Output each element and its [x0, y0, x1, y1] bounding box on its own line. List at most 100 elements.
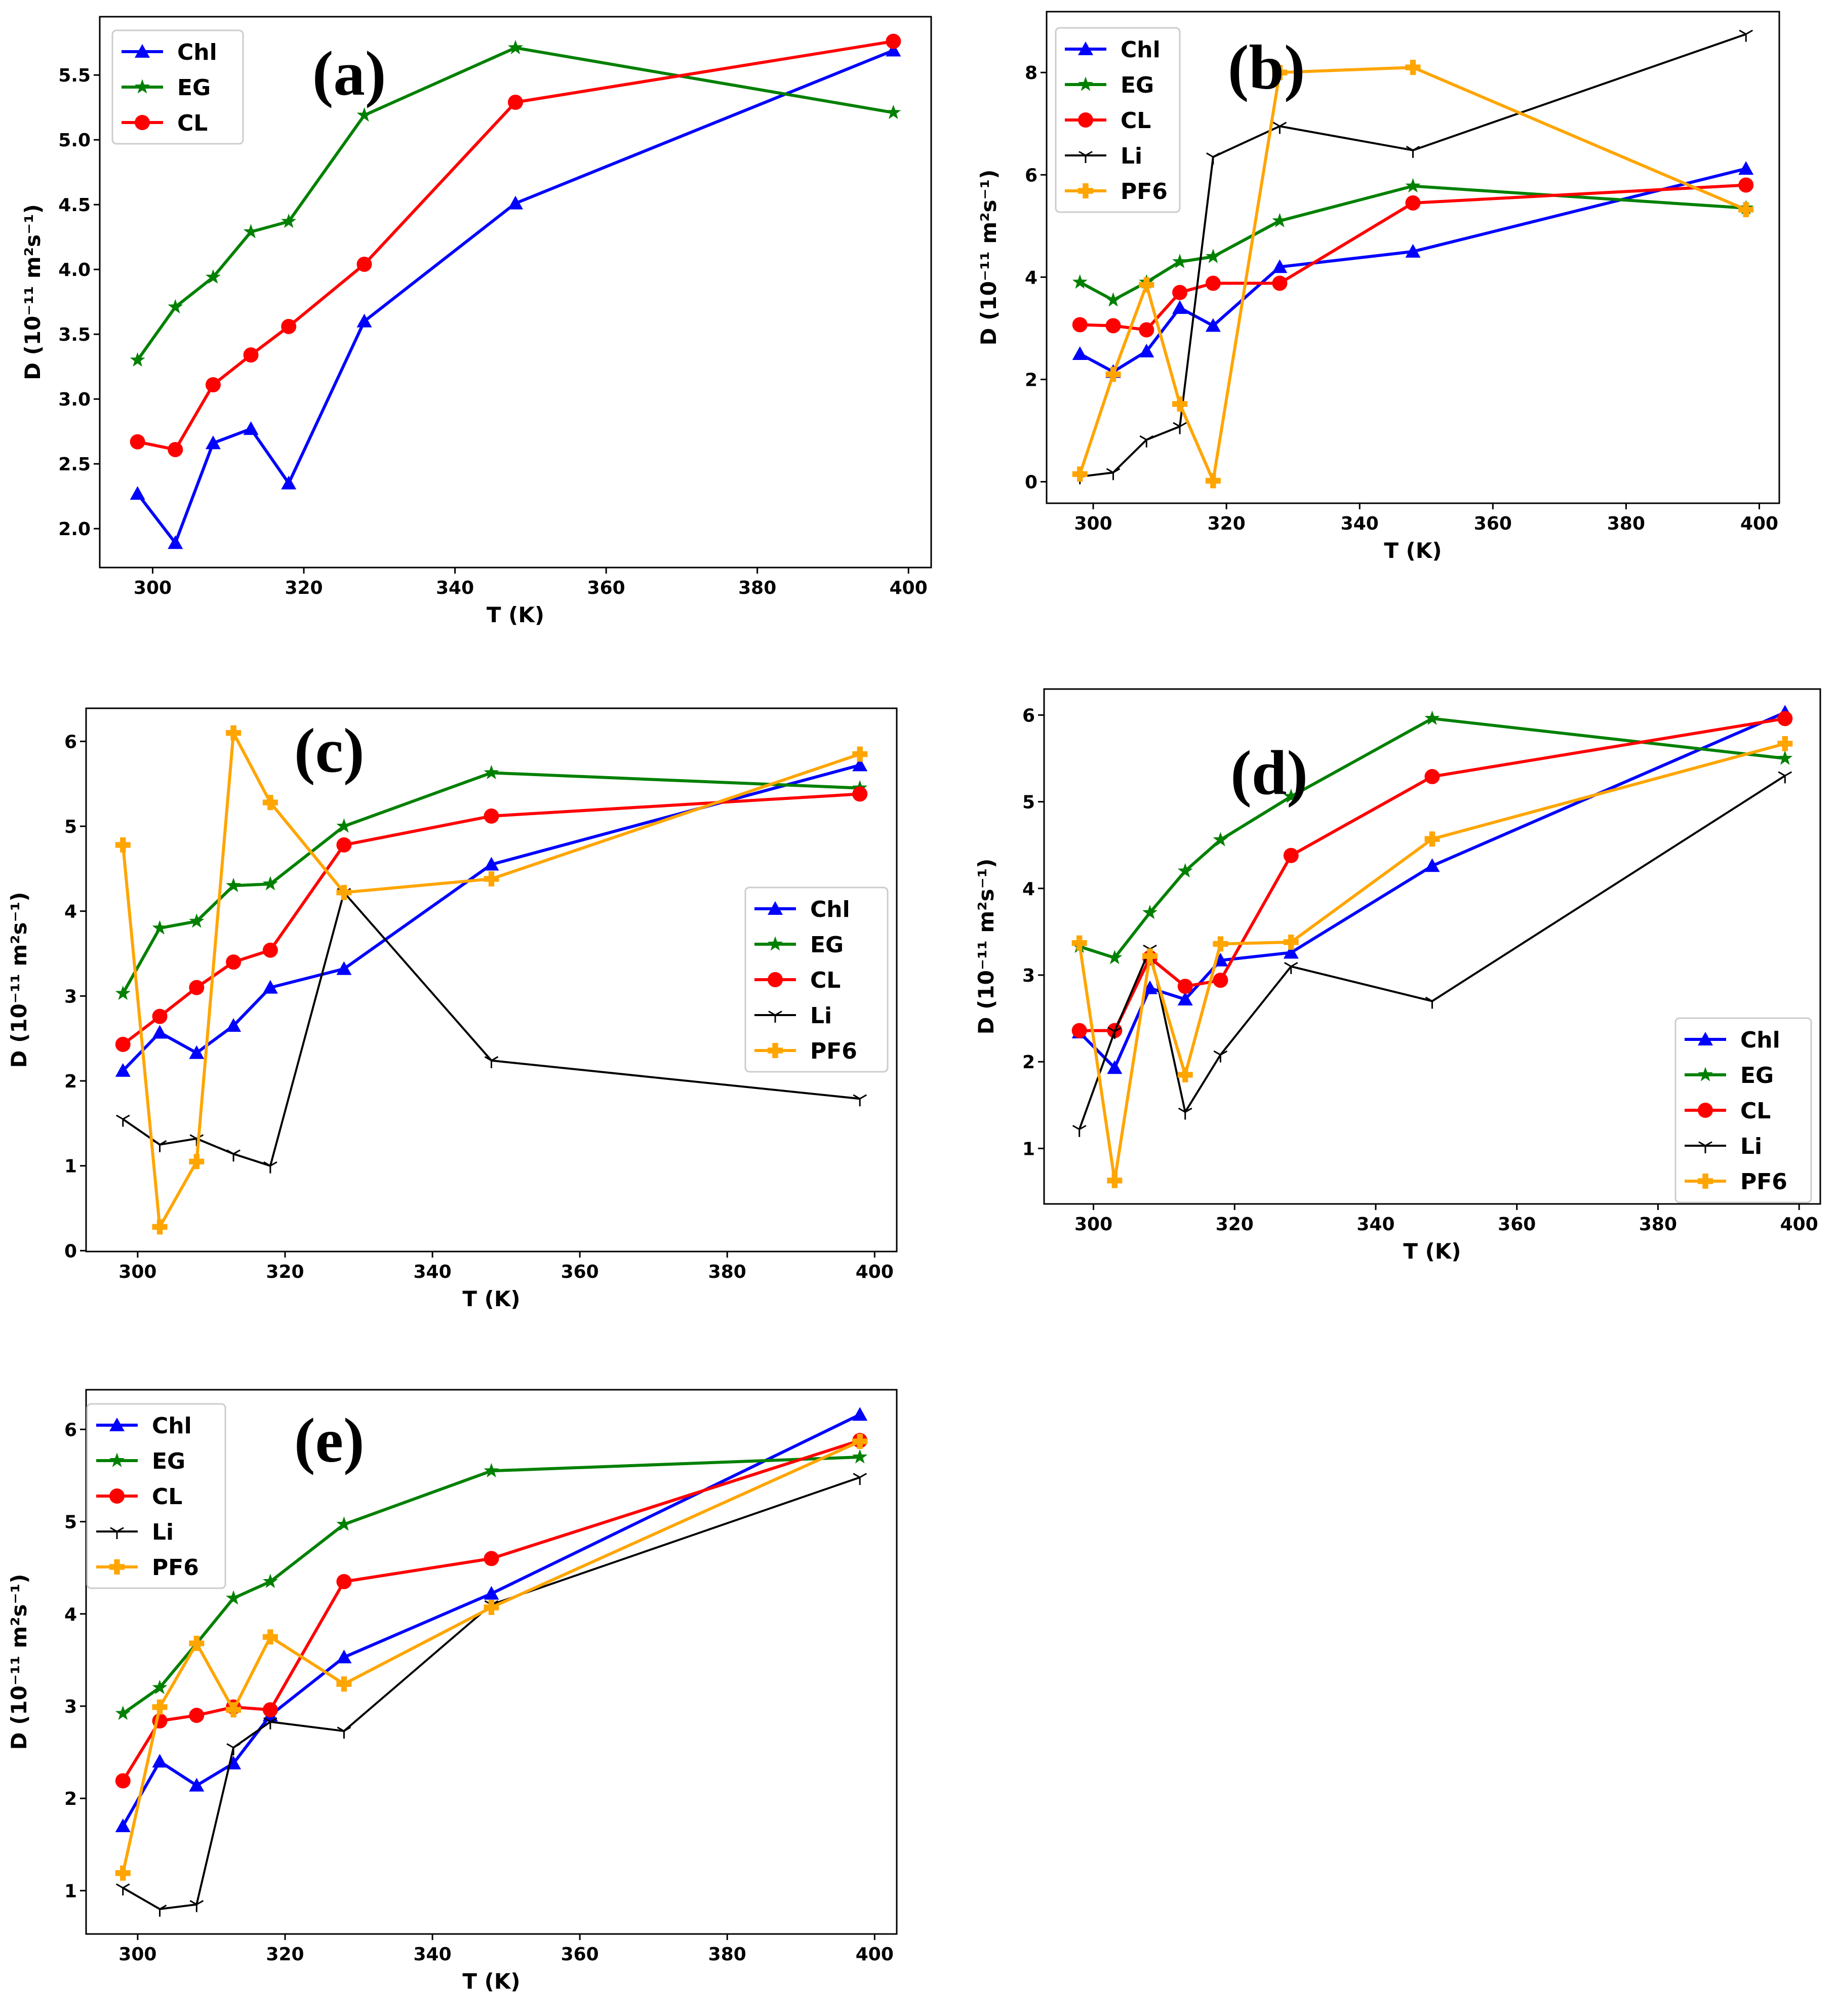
x-tick-label: 300 — [118, 1944, 156, 1965]
y-tick-label: 2.0 — [58, 519, 91, 540]
data-point-cl — [1139, 322, 1154, 338]
legend-marker — [110, 1527, 124, 1539]
x-tick-label: 360 — [561, 1944, 599, 1965]
data-point-eg — [262, 876, 278, 891]
data-point-eg — [508, 39, 523, 55]
data-point-pf6 — [1172, 396, 1188, 412]
data-point-pf6 — [1107, 1173, 1123, 1188]
legend-item-cl: CL — [1065, 108, 1151, 134]
data-point-li — [226, 1743, 241, 1755]
y-axis-label: D (10⁻¹¹ m²s⁻¹) — [7, 1574, 31, 1750]
data-point-eg — [852, 1449, 868, 1464]
data-point-eg — [226, 877, 242, 893]
data-point-li — [1139, 435, 1154, 448]
series-pf6 — [1072, 60, 1754, 489]
data-point-cl — [152, 1009, 168, 1024]
legend-label: PF6 — [1740, 1169, 1787, 1195]
x-tick-label: 380 — [738, 578, 776, 598]
data-point-li — [853, 1094, 867, 1107]
data-point-cl — [484, 808, 499, 824]
chart-panel-b: 300 320 340 360 380 400 0 2 4 6 8 T (K) D (10⁻¹¹ m²s… — [976, 11, 1780, 563]
y-axis-label: D (10⁻¹¹ m²s⁻¹) — [974, 859, 999, 1035]
data-point-li — [1178, 1107, 1192, 1120]
y-tick-label: 3.5 — [58, 325, 91, 345]
legend-marker — [1698, 1141, 1712, 1153]
axes-frame — [99, 16, 932, 569]
data-point-eg — [130, 352, 145, 367]
data-point-pf6 — [115, 1865, 131, 1881]
y-tick-label: 4 — [64, 1604, 77, 1625]
data-point-cl — [1177, 979, 1193, 994]
data-point-chl — [1738, 161, 1754, 175]
series-line-chl — [136, 49, 894, 545]
data-point-cl — [508, 94, 523, 110]
data-point-li — [263, 1717, 277, 1729]
data-point-eg — [1283, 788, 1299, 803]
legend-marker — [768, 972, 783, 987]
data-point-chl — [130, 486, 145, 500]
y-tick-label: 5 — [1022, 792, 1035, 813]
x-axis-label: T (K) — [487, 602, 544, 627]
data-point-chl — [189, 1778, 205, 1792]
legend-label: PF6 — [152, 1555, 199, 1581]
legend-label: EG — [177, 75, 211, 101]
legend-marker — [135, 44, 150, 58]
data-point-pf6 — [484, 1600, 499, 1615]
data-point-pf6 — [226, 1702, 242, 1718]
data-point-chl — [356, 313, 372, 328]
series-li — [115, 1473, 867, 1917]
data-point-pf6 — [262, 795, 278, 811]
y-tick-label: 5 — [64, 817, 77, 837]
y-tick-label: 0 — [1025, 472, 1037, 493]
data-point-chl — [1139, 343, 1154, 357]
data-point-eg — [356, 107, 372, 122]
data-point-eg — [281, 213, 297, 228]
series-eg — [130, 39, 901, 367]
y-tick-label: 4 — [64, 902, 77, 922]
legend-marker — [768, 1043, 783, 1058]
data-point-cl — [262, 1702, 278, 1718]
panel-label: (a) — [312, 39, 386, 109]
series-line-li — [122, 891, 860, 1167]
data-point-eg — [336, 818, 352, 833]
series-cl — [130, 33, 901, 458]
axes-frame — [85, 1389, 898, 1935]
data-point-pf6 — [336, 1676, 352, 1692]
y-tick-label: 2 — [64, 1789, 77, 1809]
legend-marker — [1698, 1103, 1713, 1118]
legend-item-chl: Chl — [1685, 1027, 1780, 1053]
legend-item-eg: EG — [122, 75, 211, 101]
data-point-cl — [262, 942, 278, 958]
x-tick-label: 320 — [285, 578, 323, 598]
data-point-pf6 — [1139, 277, 1154, 293]
y-tick-label: 3 — [1022, 965, 1035, 986]
data-point-li — [115, 1114, 130, 1127]
y-tick-label: 2 — [64, 1071, 77, 1092]
legend-marker — [135, 79, 150, 94]
legend-marker — [768, 936, 783, 951]
data-point-eg — [168, 299, 183, 314]
data-point-pf6 — [1777, 736, 1793, 751]
data-point-li — [1406, 146, 1420, 158]
series-line-eg — [122, 771, 860, 994]
legend-label: Chl — [810, 897, 850, 922]
series-cl — [1071, 711, 1793, 1038]
legend-item-cl: CL — [1685, 1098, 1771, 1124]
data-point-chl — [1424, 858, 1440, 872]
data-point-li — [1206, 152, 1220, 165]
x-tick-label: 340 — [436, 578, 474, 598]
series-line-li — [1080, 33, 1746, 478]
series-line-cl — [122, 792, 860, 1046]
data-point-pf6 — [336, 884, 352, 900]
legend: Chl EG CL Li PF6 — [86, 1403, 226, 1589]
data-point-li — [337, 1726, 351, 1739]
data-point-li — [853, 1473, 867, 1485]
x-tick-label: 320 — [266, 1944, 304, 1965]
series-pf6 — [1071, 736, 1793, 1188]
legend-box — [86, 1403, 226, 1589]
legend-label: Li — [1740, 1134, 1762, 1159]
series-line-chl — [1078, 711, 1786, 1070]
y-tick-label: 6 — [1025, 165, 1037, 186]
series-line-pf6 — [121, 731, 861, 1229]
legend-label: CL — [152, 1484, 182, 1510]
